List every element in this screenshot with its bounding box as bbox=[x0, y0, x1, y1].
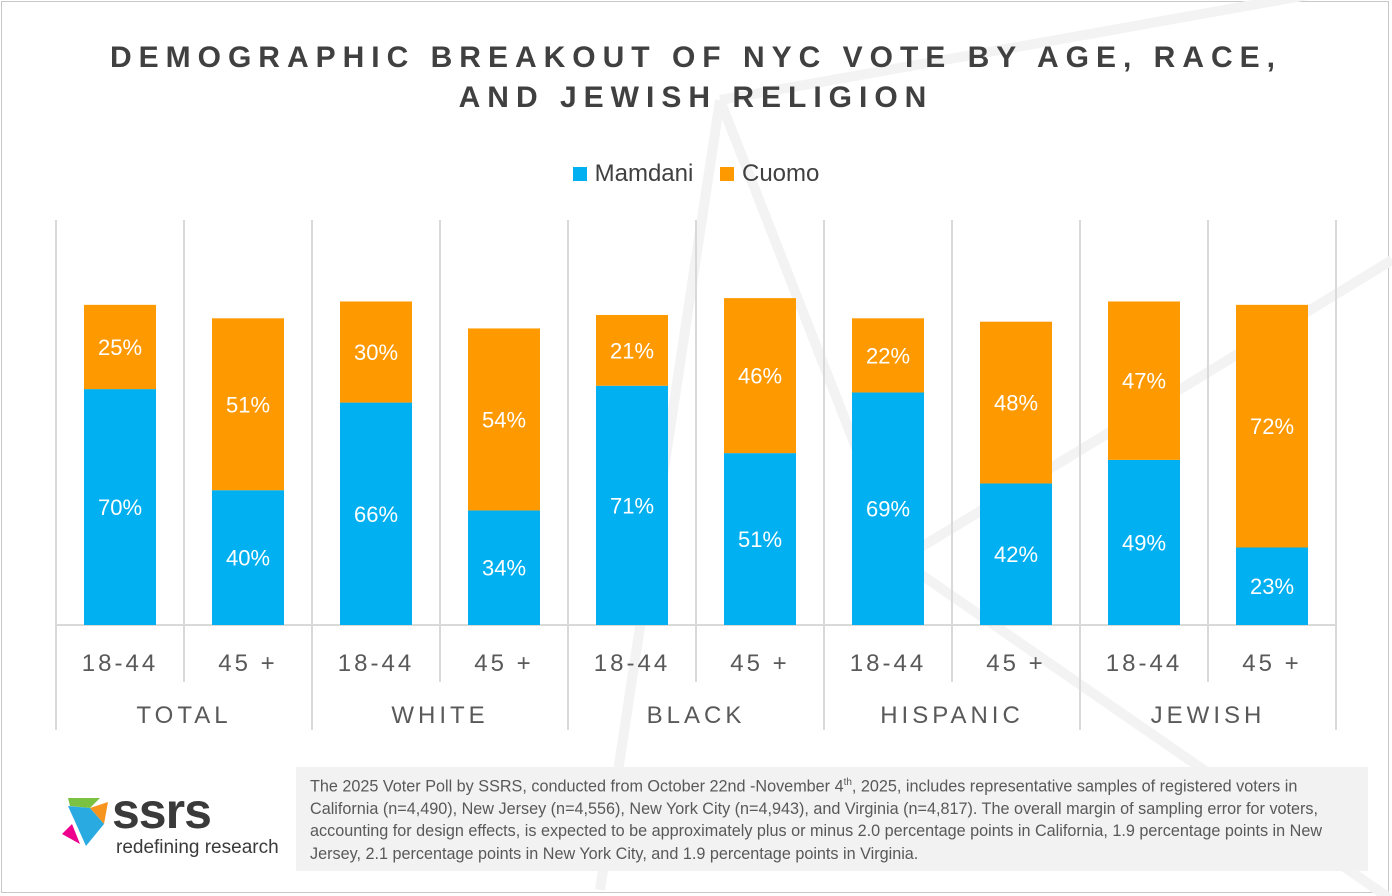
ssrs-logo: ssrs redefining research bbox=[60, 783, 290, 870]
legend-item-mamdani: Mamdani bbox=[572, 160, 694, 188]
x-tick-label: 45 + bbox=[730, 650, 789, 677]
x-tick-label: 45 + bbox=[218, 650, 277, 677]
x-tick-label: 45 + bbox=[474, 650, 533, 677]
group-label: BLACK bbox=[647, 702, 746, 729]
footnote-sup: th bbox=[843, 777, 852, 788]
data-label: 47% bbox=[1122, 369, 1166, 394]
data-label: 21% bbox=[610, 338, 654, 363]
bar-cuomo bbox=[1236, 304, 1308, 548]
title-line-1: DEMOGRAPHIC BREAKOUT OF NYC VOTE BY AGE,… bbox=[109, 41, 1283, 74]
legend-swatch-cuomo bbox=[720, 167, 734, 181]
data-label: 40% bbox=[226, 546, 270, 571]
data-label: 70% bbox=[98, 495, 142, 520]
legend-item-cuomo: Cuomo bbox=[720, 160, 819, 188]
bar-mamdani bbox=[1108, 459, 1180, 625]
bar-mamdani bbox=[84, 389, 156, 625]
title-line-2: AND JEWISH RELIGION bbox=[458, 81, 934, 114]
bar-mamdani bbox=[596, 385, 668, 625]
x-tick-label: 18-44 bbox=[338, 650, 414, 677]
data-label: 51% bbox=[226, 392, 270, 417]
bar-mamdani bbox=[340, 402, 412, 625]
bar-cuomo bbox=[84, 304, 156, 390]
bar-cuomo bbox=[468, 328, 540, 511]
bar-mamdani bbox=[1236, 547, 1308, 625]
footnote-text-end: , 2025, includes representative samples … bbox=[310, 777, 1323, 863]
data-label: 69% bbox=[866, 497, 910, 522]
bar-mamdani bbox=[980, 483, 1052, 625]
data-label: 54% bbox=[482, 407, 526, 432]
data-label: 22% bbox=[866, 343, 910, 368]
legend-label: Cuomo bbox=[742, 160, 820, 187]
logo-mark-icon bbox=[62, 798, 108, 846]
data-label: 49% bbox=[1122, 530, 1166, 555]
data-label: 25% bbox=[98, 335, 142, 360]
data-label: 48% bbox=[994, 391, 1038, 416]
bar-cuomo bbox=[212, 318, 284, 491]
group-label: WHITE bbox=[391, 702, 488, 729]
data-label: 34% bbox=[482, 556, 526, 581]
data-label: 23% bbox=[1250, 574, 1294, 599]
group-label: TOTAL bbox=[136, 702, 231, 729]
data-label: 71% bbox=[610, 493, 654, 518]
group-label: JEWISH bbox=[1151, 702, 1266, 729]
bar-cuomo bbox=[980, 321, 1052, 484]
data-label: 51% bbox=[738, 527, 782, 552]
bar-mamdani bbox=[724, 453, 796, 625]
bar-cuomo bbox=[596, 314, 668, 386]
data-label: 30% bbox=[354, 340, 398, 365]
legend-swatch-mamdani bbox=[572, 167, 587, 181]
legend: Mamdani Cuomo bbox=[0, 160, 1392, 188]
x-tick-label: 45 + bbox=[986, 650, 1045, 677]
bar-mamdani bbox=[852, 392, 924, 625]
data-label: 72% bbox=[1250, 414, 1294, 439]
logo-word: ssrs bbox=[112, 783, 212, 839]
data-label: 42% bbox=[994, 542, 1038, 567]
data-label: 46% bbox=[738, 364, 782, 389]
bar-cuomo bbox=[340, 301, 412, 403]
group-label: HISPANIC bbox=[880, 702, 1024, 729]
x-tick-label: 18-44 bbox=[82, 650, 158, 677]
legend-label: Mamdani bbox=[594, 160, 694, 187]
x-tick-label: 18-44 bbox=[850, 650, 926, 677]
data-label: 66% bbox=[354, 502, 398, 527]
x-tick-label: 45 + bbox=[1242, 650, 1301, 677]
chart-title: DEMOGRAPHIC BREAKOUT OF NYC VOTE BY AGE,… bbox=[0, 38, 1392, 118]
footnote-text-start: The 2025 Voter Poll by SSRS, conducted f… bbox=[310, 777, 844, 796]
footnote: The 2025 Voter Poll by SSRS, conducted f… bbox=[296, 767, 1368, 871]
bar-cuomo bbox=[724, 298, 796, 454]
logo-tagline: redefining research bbox=[116, 837, 279, 858]
bar-cuomo bbox=[1108, 301, 1180, 460]
bar-mamdani bbox=[212, 490, 284, 625]
x-tick-label: 18-44 bbox=[594, 650, 670, 677]
bar-cuomo bbox=[852, 318, 924, 393]
x-tick-label: 18-44 bbox=[1106, 650, 1182, 677]
bar-mamdani bbox=[468, 510, 540, 625]
